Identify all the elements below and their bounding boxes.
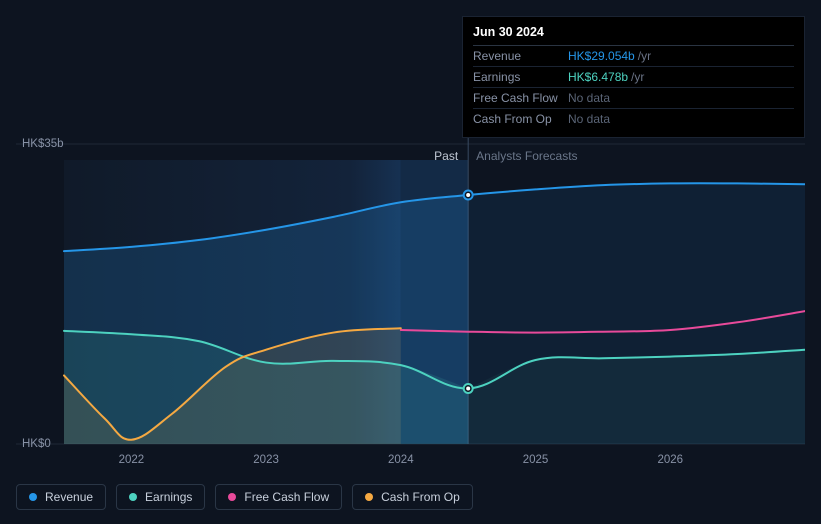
legend-label: Earnings: [145, 490, 192, 504]
legend-label: Cash From Op: [381, 490, 460, 504]
x-axis-label: 2025: [523, 454, 549, 466]
tooltip-value: HK$6.478b: [568, 70, 628, 84]
tooltip-label: Cash From Op: [473, 112, 568, 126]
tooltip-suffix: /yr: [638, 49, 651, 63]
tooltip-nodata: No data: [568, 91, 610, 105]
x-axis-label: 2024: [388, 454, 414, 466]
legend-label: Revenue: [45, 490, 93, 504]
forecast-label: Analysts Forecasts: [476, 149, 577, 163]
tooltip-label: Revenue: [473, 49, 568, 63]
legend-item-free-cash-flow[interactable]: Free Cash Flow: [215, 484, 342, 510]
legend-item-earnings[interactable]: Earnings: [116, 484, 205, 510]
y-axis-label: HK$35b: [22, 138, 64, 150]
x-axis-label: 2023: [253, 454, 279, 466]
legend-dot: [365, 493, 373, 501]
tooltip-row: Free Cash FlowNo data: [473, 88, 794, 109]
legend-dot: [129, 493, 137, 501]
tooltip-row: EarningsHK$6.478b/yr: [473, 67, 794, 88]
legend-item-cash-from-op[interactable]: Cash From Op: [352, 484, 473, 510]
chart-legend: Revenue Earnings Free Cash Flow Cash From O…: [16, 484, 473, 510]
tooltip-suffix: /yr: [631, 70, 644, 84]
chart-container: Jun 30 2024 RevenueHK$29.054b/yrEarnings…: [0, 0, 821, 524]
past-label: Past: [434, 149, 458, 163]
legend-dot: [228, 493, 236, 501]
x-axis-label: 2022: [119, 454, 145, 466]
tooltip-row: RevenueHK$29.054b/yr: [473, 46, 794, 67]
chart-tooltip: Jun 30 2024 RevenueHK$29.054b/yrEarnings…: [462, 16, 805, 138]
legend-item-revenue[interactable]: Revenue: [16, 484, 106, 510]
tooltip-date: Jun 30 2024: [473, 25, 794, 46]
tooltip-value: HK$29.054b: [568, 49, 635, 63]
legend-dot: [29, 493, 37, 501]
tooltip-row: Cash From OpNo data: [473, 109, 794, 129]
tooltip-label: Earnings: [473, 70, 568, 84]
tooltip-nodata: No data: [568, 112, 610, 126]
x-axis-label: 2026: [657, 454, 683, 466]
legend-label: Free Cash Flow: [244, 490, 329, 504]
tooltip-label: Free Cash Flow: [473, 91, 568, 105]
y-axis-label: HK$0: [22, 438, 51, 450]
